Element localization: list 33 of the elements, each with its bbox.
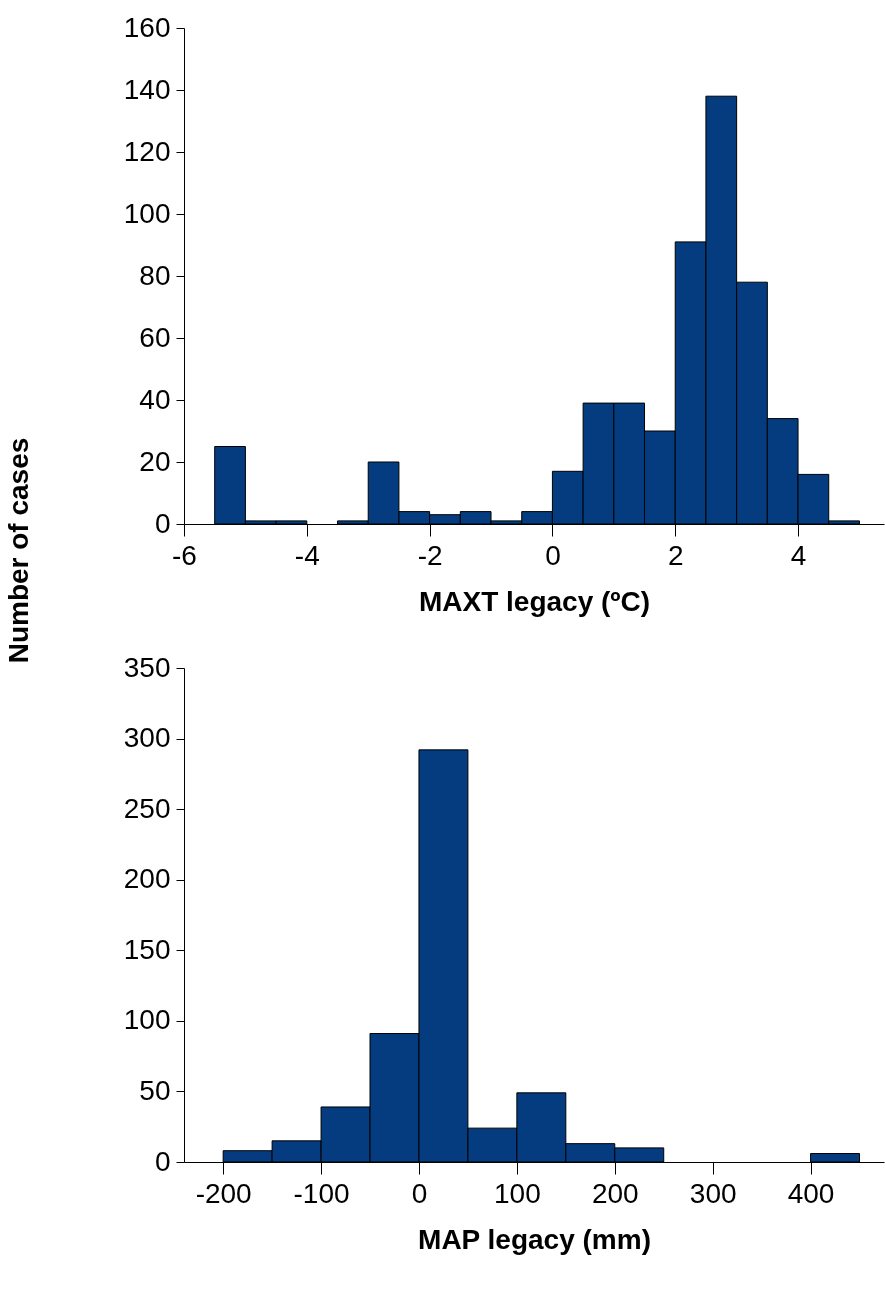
x-tick-label: -2 xyxy=(417,539,443,571)
y-tick-label: 150 xyxy=(123,933,171,965)
y-tick-label: 160 xyxy=(123,11,171,43)
y-tick-label: 250 xyxy=(123,792,171,824)
y-tick-label: 80 xyxy=(139,259,171,291)
y-tick-label: 140 xyxy=(123,73,171,105)
y-tick-label: 300 xyxy=(123,722,171,754)
y-tick-label: 0 xyxy=(154,507,171,539)
x-tick-label: -6 xyxy=(172,539,197,571)
y-tick-label: 50 xyxy=(139,1074,171,1106)
x-tick-label: 4 xyxy=(790,539,807,571)
y-tick-label: 100 xyxy=(123,1004,171,1036)
x-tick-label: 2 xyxy=(667,539,684,571)
y-tick-label: 100 xyxy=(123,197,171,229)
y-tick-label: 200 xyxy=(123,863,171,895)
x-tick-label: 100 xyxy=(494,1177,541,1209)
x-tick-label: -4 xyxy=(294,539,320,571)
x-tick-label: -200 xyxy=(195,1177,252,1209)
x-axis-title: MAP legacy (mm) xyxy=(418,1223,651,1255)
x-tick-label: 0 xyxy=(545,539,561,571)
y-tick-label: 350 xyxy=(123,651,171,683)
x-tick-label: 400 xyxy=(787,1177,835,1209)
y-tick-label: 40 xyxy=(139,383,171,415)
x-tick-label: 300 xyxy=(689,1177,737,1209)
x-axis-title: MAXT legacy (ºC) xyxy=(418,585,651,617)
x-tick-label: 200 xyxy=(591,1177,639,1209)
y-tick-label: 0 xyxy=(154,1145,171,1177)
x-tick-label: 0 xyxy=(411,1177,428,1209)
y-tick-label: 120 xyxy=(123,135,171,167)
x-tick-label: -100 xyxy=(293,1177,350,1209)
y-tick-label: 20 xyxy=(139,445,171,477)
y-tick-label: 60 xyxy=(139,321,171,353)
y-axis-title: Number of cases xyxy=(2,437,34,664)
